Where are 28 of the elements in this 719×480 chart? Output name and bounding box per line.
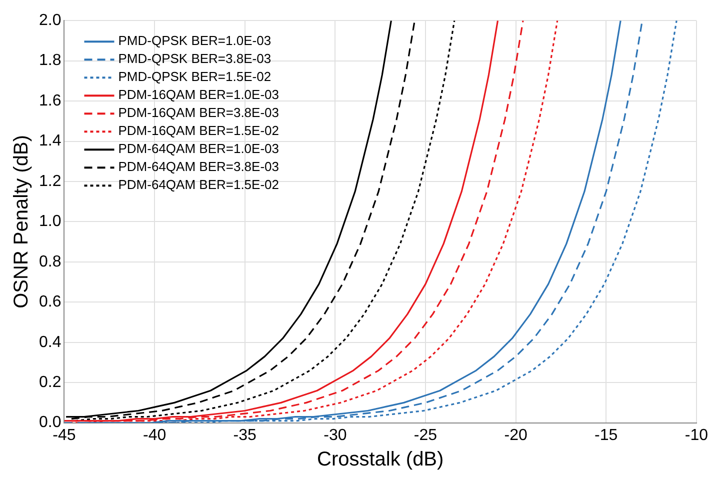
y-tick-label: 1.8 — [38, 52, 62, 70]
x-tick-label: -15 — [594, 426, 618, 444]
y-tick-label: 0.8 — [38, 253, 62, 270]
x-tick-label: -25 — [414, 426, 438, 444]
y-tick-label: 1.0 — [38, 213, 62, 230]
y-tick-label: 0.2 — [38, 374, 62, 391]
legend-label: PMD-QPSK BER=1.5E-02 — [118, 69, 272, 84]
y-tick-label: 0.6 — [38, 294, 62, 311]
legend-label: PDM-64QAM BER=1.5E-02 — [118, 177, 280, 192]
x-tick-label: -20 — [504, 426, 528, 444]
x-tick-label: -10 — [684, 426, 708, 444]
legend-label: PDM-16QAM BER=3.8E-03 — [118, 105, 280, 120]
legend-label: PMD-QPSK BER=1.0E-03 — [118, 33, 272, 48]
y-tick-label: 1.4 — [38, 132, 62, 150]
y-tick-label: 0.4 — [38, 334, 62, 351]
x-tick-label: -40 — [142, 426, 166, 444]
legend-label: PDM-64QAM BER=1.0E-03 — [118, 141, 280, 156]
x-tick-label: -35 — [233, 426, 257, 444]
legend-label: PDM-16QAM BER=1.5E-02 — [118, 123, 280, 138]
x-axis-title: Crosstalk (dB) — [316, 448, 444, 471]
legend-label: PDM-64QAM BER=3.8E-03 — [118, 159, 280, 174]
legend-label: PDM-16QAM BER=1.0E-03 — [118, 87, 280, 102]
y-axis-title: OSNR Penalty (dB) — [10, 135, 33, 308]
legend-label: PMD-QPSK BER=3.8E-03 — [118, 51, 272, 66]
y-tick-label: 1.2 — [38, 172, 62, 190]
y-tick-label: 1.6 — [38, 92, 62, 110]
y-tick-label: 2.0 — [38, 12, 62, 30]
x-tick-label: -30 — [324, 426, 347, 444]
